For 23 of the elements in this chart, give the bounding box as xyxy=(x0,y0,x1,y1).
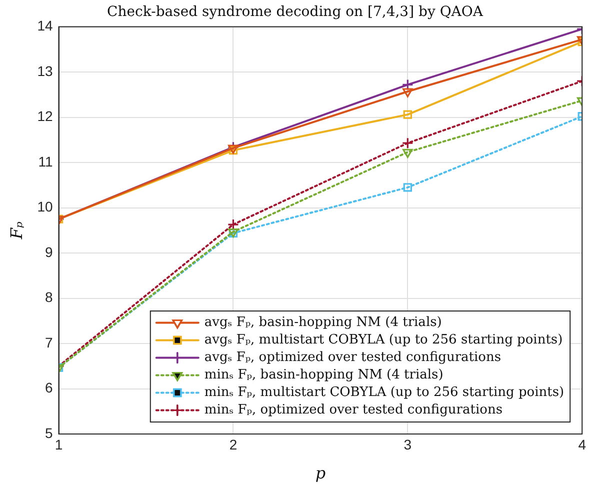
legend-label: minₛ Fₚ, optimized over tested configurations xyxy=(204,402,502,418)
y-tick-label: 11 xyxy=(38,153,53,170)
legend-label: avgₛ Fₚ, multistart COBYLA (up to 256 starting points) xyxy=(204,332,563,348)
legend-label: minₛ Fₚ, basin-hopping NM (4 trials) xyxy=(204,368,444,383)
y-tick-label: 6 xyxy=(44,380,53,396)
y-tick-label: 8 xyxy=(44,289,53,306)
x-tick-label: 3 xyxy=(404,436,412,452)
legend-label: avgₛ Fₚ, basin-hopping NM (4 trials) xyxy=(204,315,442,330)
y-axis-title: Fₚ xyxy=(6,221,26,240)
y-tick-label: 5 xyxy=(44,424,53,441)
x-tick-label: 2 xyxy=(229,436,238,452)
y-tick-label: 7 xyxy=(44,334,53,350)
y-tick-label: 14 xyxy=(37,18,53,34)
y-tick-label: 13 xyxy=(37,62,53,79)
y-tick-label: 9 xyxy=(44,244,53,260)
legend-label: minₛ Fₚ, multistart COBYLA (up to 256 starting points) xyxy=(204,385,564,400)
x-axis-title: p xyxy=(315,464,326,483)
chart-title: Check-based syndrome decoding on [7,4,3] by QAOA xyxy=(107,4,484,20)
y-tick-label: 10 xyxy=(37,198,53,215)
x-tick-label: 4 xyxy=(578,436,586,452)
x-tick-label: 1 xyxy=(54,436,63,452)
y-tick-label: 12 xyxy=(37,108,53,124)
legend-label: avgₛ Fₚ, optimized over tested configurations xyxy=(204,350,502,366)
